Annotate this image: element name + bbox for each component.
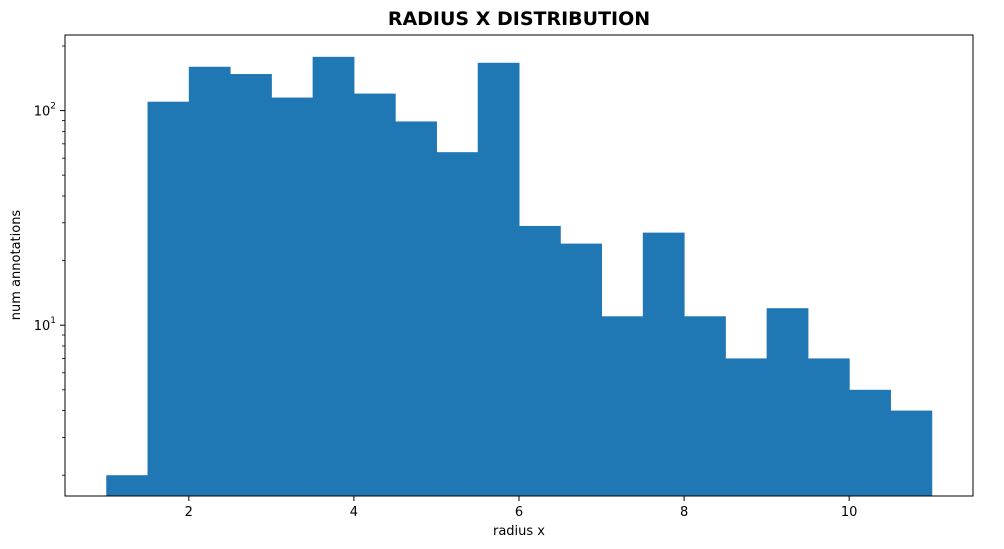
y-tick-label: 101: [34, 316, 56, 334]
x-tick-label: 6: [515, 505, 523, 520]
x-tick-label: 8: [680, 505, 688, 520]
histogram-bar: [725, 358, 768, 496]
x-axis-label: radius x: [493, 524, 545, 539]
histogram-bar: [395, 121, 437, 497]
plot-frame: [64, 34, 974, 497]
bars-group: [106, 56, 933, 497]
histogram-bar: [436, 152, 479, 496]
histogram-bar: [147, 101, 190, 497]
histogram-bar: [766, 308, 809, 496]
x-tick-label: 10: [841, 505, 858, 520]
histogram-bar: [890, 410, 933, 496]
histogram-bar: [642, 232, 685, 496]
histogram-bar: [560, 243, 603, 496]
histogram-bar: [684, 316, 726, 496]
histogram-bar: [353, 93, 396, 496]
histogram-bar: [477, 62, 520, 496]
histogram-bar: [106, 475, 149, 496]
histogram-bar: [271, 97, 314, 497]
x-axis-ticks: 2 4 6 8 10: [185, 496, 858, 520]
histogram-bar: [312, 56, 355, 497]
histogram-bar: [849, 389, 891, 496]
histogram-bar: [807, 358, 850, 496]
x-tick-label: 2: [185, 505, 193, 520]
histogram-bar: [188, 66, 231, 496]
histogram-bar: [230, 74, 272, 496]
histogram-bar: [519, 225, 561, 496]
y-axis-ticks: 101 102: [34, 45, 65, 476]
y-tick-label: 102: [34, 102, 56, 120]
x-tick-label: 4: [350, 505, 358, 520]
y-axis-label: num annotations: [9, 210, 24, 321]
chart-title: RADIUS X DISTRIBUTION: [388, 8, 650, 30]
histogram-bar: [601, 316, 644, 496]
